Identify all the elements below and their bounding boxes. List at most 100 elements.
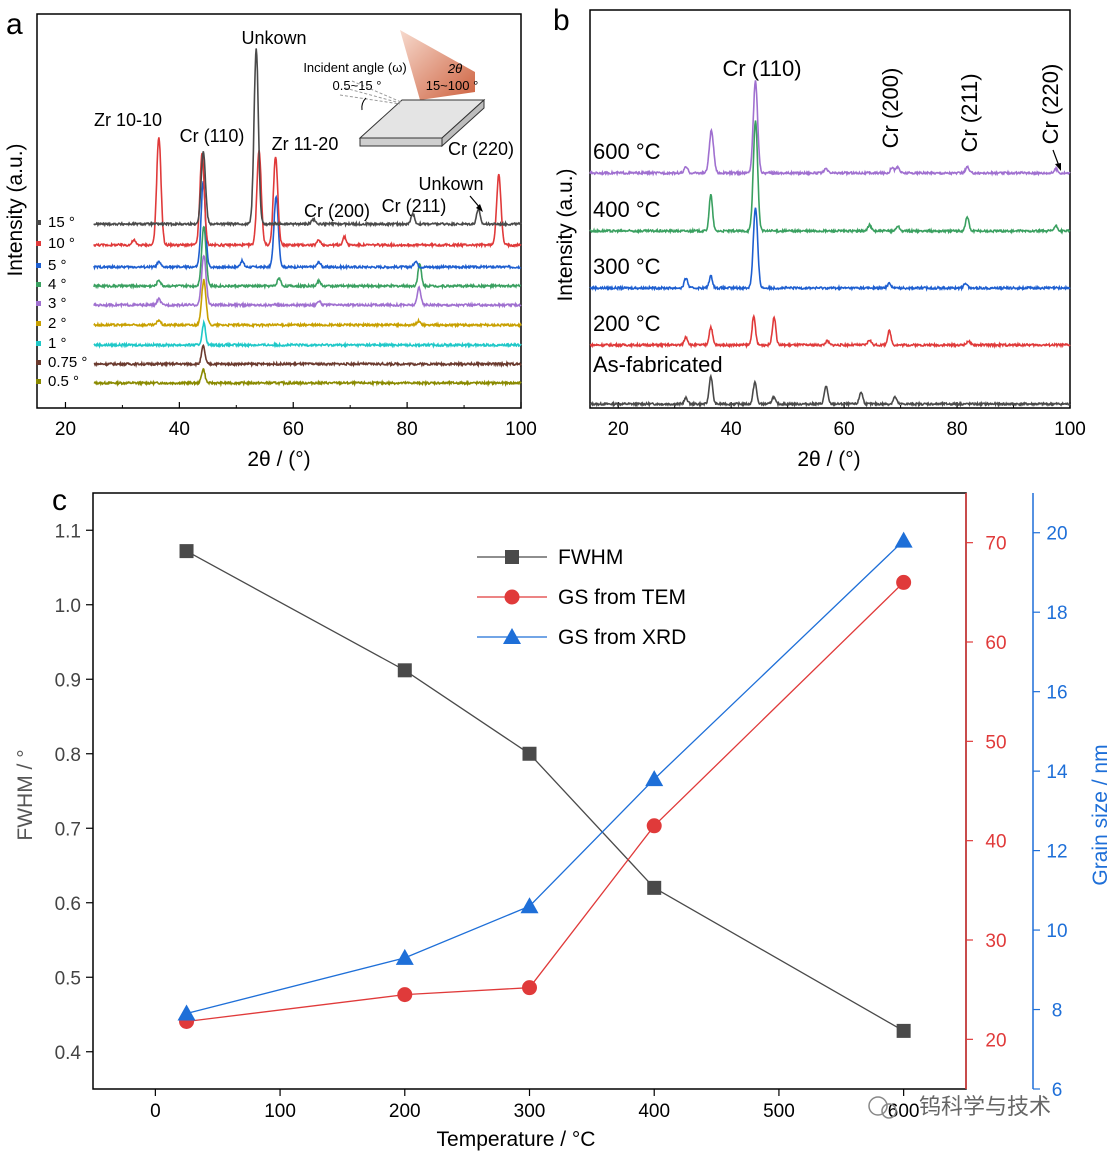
a-curve-0 bbox=[93, 367, 522, 388]
c-ytick-label-5: 0.9 bbox=[55, 670, 81, 691]
c-point-1-4 bbox=[896, 574, 912, 590]
a-series-label-2: 1 ° bbox=[48, 335, 67, 352]
b-curve-0 bbox=[589, 373, 1071, 409]
panel-label-c: c bbox=[52, 484, 67, 517]
panel-b: 20 40 60 80 100 As-fabricated 200 °C 300 °C 400… bbox=[554, 9, 1086, 471]
annotation-cr211-b: Cr (211) bbox=[957, 73, 982, 152]
watermark-text: 钨科学与技术 bbox=[919, 1094, 1051, 1119]
panel-b-ylabel: Intensity (a.u.) bbox=[554, 168, 577, 301]
c-xrd-tick-label-4: 14 bbox=[1046, 762, 1068, 783]
a-series-label-8: 15 ° bbox=[48, 214, 75, 231]
sample-side bbox=[441, 98, 485, 148]
c-xtick-label-6: 600 bbox=[888, 1101, 920, 1122]
c-line-0 bbox=[186, 550, 904, 1032]
annotation-cr110-b: Cr (110) bbox=[722, 56, 801, 81]
c-xtick-label-3: 300 bbox=[514, 1101, 546, 1122]
c-ytick-label-1: 0.5 bbox=[55, 968, 81, 989]
c-tem-tick-label-2: 40 bbox=[985, 832, 1006, 853]
cr220-arrow bbox=[1052, 149, 1060, 167]
annotation-unknown-2: Unkown bbox=[418, 174, 483, 194]
a-xtick-label-3: 80 bbox=[397, 419, 418, 440]
a-curve-4 bbox=[93, 254, 522, 309]
panel-b-curves bbox=[589, 80, 1071, 409]
c-legend-marker-2 bbox=[503, 628, 521, 644]
a-series-label-1: 0.75 ° bbox=[48, 354, 87, 371]
b-xtick-label-2: 60 bbox=[834, 419, 855, 440]
a-curve-3 bbox=[93, 278, 522, 329]
panel-label-a: a bbox=[6, 8, 23, 41]
c-point-2-0 bbox=[177, 1004, 196, 1021]
annotation-cr200-b: Cr (200) bbox=[878, 68, 903, 149]
b-xtick-label-3: 80 bbox=[946, 419, 967, 440]
a-xtick-label-4: 100 bbox=[505, 419, 537, 440]
c-tem-tick-label-3: 50 bbox=[985, 732, 1006, 753]
b-curve-3 bbox=[589, 120, 1071, 235]
b-series-label-0: As-fabricated bbox=[593, 352, 723, 377]
a-series-marker-8 bbox=[36, 220, 41, 225]
c-legend-marker-1 bbox=[504, 589, 520, 605]
unknown-arrowhead bbox=[476, 204, 483, 212]
c-point-0-4 bbox=[896, 1023, 911, 1038]
panel-a-curves bbox=[93, 48, 522, 388]
panel-c-series bbox=[177, 531, 913, 1038]
a-curve-6 bbox=[93, 180, 522, 271]
c-tem-tick-label-4: 60 bbox=[985, 633, 1006, 654]
c-ytick-label-3: 0.7 bbox=[55, 819, 81, 840]
panel-c-ylabel-right: Grain size / nm bbox=[1089, 744, 1112, 885]
c-line-2 bbox=[186, 540, 905, 1015]
c-xrd-tick-label-2: 10 bbox=[1046, 921, 1067, 942]
c-xtick-label-0: 0 bbox=[150, 1101, 161, 1122]
wechat-icon bbox=[868, 1096, 888, 1116]
inset-incident-range: 0.5~15 ° bbox=[333, 78, 382, 93]
a-curve-5 bbox=[93, 225, 522, 290]
a-series-label-4: 3 ° bbox=[48, 295, 67, 312]
panel-a-ylabel: Intensity (a.u.) bbox=[4, 143, 27, 276]
a-series-label-3: 2 ° bbox=[48, 315, 67, 332]
panel-a: 20 40 60 80 100 0.5 ° 0.75 ° 1 ° 2 ° 3 ° 4 ° 5 ° 10… bbox=[4, 13, 537, 471]
c-point-0-0 bbox=[179, 544, 194, 559]
b-series-label-3: 400 °C bbox=[593, 197, 661, 222]
panel-a-series-labels: 0.5 ° 0.75 ° 1 ° 2 ° 3 ° 4 ° 5 ° 10 ° 15 ° bbox=[36, 214, 87, 390]
c-point-2-1 bbox=[395, 948, 414, 965]
inset-2theta-range: 15~100 ° bbox=[426, 78, 479, 93]
c-xrd-tick-label-5: 16 bbox=[1046, 683, 1067, 704]
annotation-cr200-a: Cr (200) bbox=[304, 201, 370, 221]
inset-schematic: Incident angle (ω) 0.5~15 ° 2θ 15~100 ° bbox=[303, 30, 486, 148]
panel-b-series-labels: As-fabricated 200 °C 300 °C 400 °C 600 °C bbox=[593, 139, 723, 377]
c-ytick-label-2: 0.6 bbox=[55, 894, 81, 915]
sample-front bbox=[359, 137, 443, 147]
c-point-0-2 bbox=[522, 746, 537, 761]
a-series-marker-0 bbox=[36, 379, 41, 384]
c-xtick-label-5: 500 bbox=[763, 1101, 795, 1122]
incident-ray-1 bbox=[339, 94, 401, 105]
panel-a-x-axis: 20 40 60 80 100 bbox=[55, 402, 537, 440]
a-series-marker-5 bbox=[36, 282, 41, 287]
a-series-marker-1 bbox=[36, 360, 41, 365]
panel-b-x-axis: 20 40 60 80 100 bbox=[608, 402, 1086, 440]
c-legend-marker-0 bbox=[505, 550, 519, 564]
b-xtick-label-0: 20 bbox=[608, 419, 629, 440]
b-curve-1 bbox=[589, 313, 1071, 350]
c-xtick-label-4: 400 bbox=[638, 1101, 670, 1122]
a-xtick-label-1: 40 bbox=[169, 419, 190, 440]
panel-c-legend: FWHM GS from TEM GS from XRD bbox=[477, 546, 686, 649]
panel-c: 0 100 200 300 400 500 600 0.4 0.5 0.6 0.7 0.8 0.9 1.0… bbox=[14, 492, 1112, 1151]
c-line-1 bbox=[186, 581, 905, 1023]
c-point-2-4 bbox=[894, 531, 913, 548]
a-curve-7 bbox=[93, 137, 522, 249]
c-point-1-2 bbox=[522, 980, 537, 996]
b-series-label-2: 300 °C bbox=[593, 254, 661, 279]
c-point-2-3 bbox=[645, 770, 664, 787]
panel-a-frame bbox=[36, 13, 522, 409]
annotation-cr220-b: Cr (220) bbox=[1038, 64, 1063, 145]
a-series-label-5: 4 ° bbox=[48, 276, 67, 293]
b-xtick-label-4: 100 bbox=[1054, 419, 1086, 440]
a-series-marker-6 bbox=[36, 263, 41, 268]
c-xtick-label-2: 200 bbox=[389, 1101, 421, 1122]
annotation-unknown-1: Unkown bbox=[241, 28, 306, 48]
diffraction-beam bbox=[400, 30, 475, 100]
c-tem-tick-label-0: 20 bbox=[985, 1030, 1006, 1051]
annotation-zr-1120: Zr 11-20 bbox=[272, 134, 339, 154]
annotation-zr-1010: Zr 10-10 bbox=[94, 110, 162, 130]
